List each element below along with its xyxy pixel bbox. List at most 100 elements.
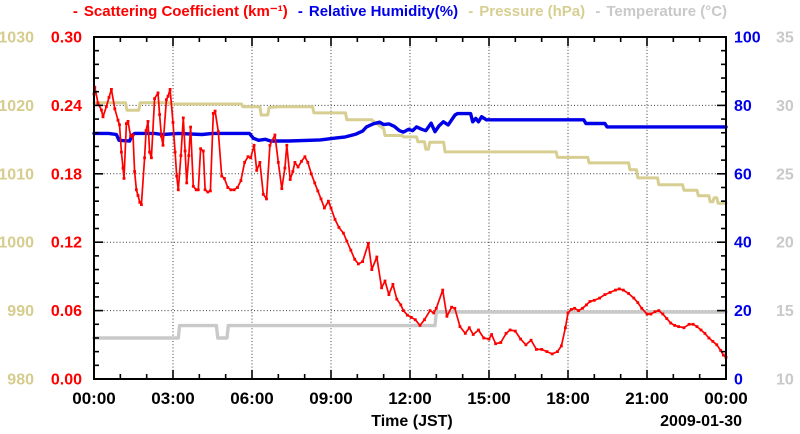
data-point-marker <box>645 312 649 316</box>
data-point-marker <box>293 161 297 164</box>
data-point-marker <box>402 309 405 312</box>
humidity-tick-label: 100 <box>734 30 761 47</box>
data-point-marker <box>467 326 471 330</box>
data-point-marker <box>296 165 300 169</box>
data-point-marker <box>105 105 108 108</box>
data-point-marker <box>719 349 723 352</box>
x-tick-label: 03:00 <box>151 389 194 408</box>
data-point-marker <box>494 342 497 346</box>
data-point-marker <box>337 226 341 229</box>
x-tick-label: 09:00 <box>309 389 352 408</box>
data-point-marker <box>598 296 601 300</box>
data-point-marker <box>187 154 191 157</box>
data-point-marker <box>573 306 576 310</box>
legend-dash: - <box>468 3 474 20</box>
data-point-marker <box>229 188 233 192</box>
data-point-marker <box>216 130 220 133</box>
data-point-marker <box>560 344 563 348</box>
series-line-scattering <box>93 86 727 359</box>
data-point-marker <box>699 328 703 332</box>
legend-label: Temperature (°C) <box>606 3 728 20</box>
data-point-marker <box>313 181 317 185</box>
x-axis-title: Time (JST) <box>371 413 453 430</box>
legend-item-temperature: - Temperature (°C) <box>595 3 727 20</box>
legend-item-pressure: - Pressure (hPa) <box>468 3 585 20</box>
legend-dash: - <box>297 3 303 20</box>
data-point-marker <box>258 161 262 164</box>
data-point-marker <box>569 308 573 311</box>
data-point-marker <box>146 120 150 123</box>
data-point-marker <box>370 268 374 271</box>
data-point-marker <box>220 174 224 178</box>
data-point-marker <box>199 147 202 151</box>
data-point-marker <box>653 310 657 314</box>
data-point-marker <box>413 318 417 322</box>
data-point-marker <box>288 178 292 181</box>
data-point-marker <box>471 333 475 336</box>
data-point-marker <box>617 287 621 291</box>
data-point-marker <box>131 133 135 137</box>
data-point-marker <box>252 143 256 147</box>
data-point-marker <box>300 159 303 163</box>
data-point-marker <box>432 311 436 315</box>
data-point-marker <box>458 325 462 328</box>
data-point-marker <box>206 190 210 194</box>
data-point-marker <box>564 326 567 330</box>
data-point-marker <box>136 194 140 197</box>
scattering-tick-label: 0.24 <box>51 98 82 115</box>
series-line-temperature <box>92 310 728 340</box>
data-point-marker <box>280 187 284 190</box>
data-point-marker <box>540 348 544 351</box>
data-point-marker <box>585 303 588 307</box>
temperature-tick-label: 15 <box>776 303 794 320</box>
data-point-marker <box>168 88 172 91</box>
data-point-marker <box>463 332 467 335</box>
legend-label: Pressure (hPa) <box>479 3 586 20</box>
data-point-marker <box>140 203 143 206</box>
x-tick-label: 06:00 <box>230 389 273 408</box>
data-point-marker <box>148 150 151 154</box>
data-point-marker <box>129 134 132 138</box>
data-point-marker <box>196 188 200 192</box>
data-point-marker <box>138 200 142 204</box>
data-point-marker <box>345 239 349 243</box>
scattering-tick-label: 0.30 <box>51 30 82 47</box>
axis-tick-labels: 98099010001010102010300.000.060.120.180.… <box>0 30 794 409</box>
data-point-marker <box>349 248 353 252</box>
series-markers-scattering <box>92 85 728 359</box>
data-point-marker <box>194 188 198 192</box>
data-point-marker <box>556 350 559 353</box>
data-point-marker <box>361 260 364 263</box>
data-point-marker <box>508 328 512 332</box>
data-point-marker <box>441 288 445 292</box>
data-point-marker <box>243 161 246 164</box>
data-point-marker <box>144 129 148 132</box>
data-point-marker <box>487 337 491 341</box>
data-point-marker <box>181 116 185 120</box>
data-point-marker <box>176 188 180 192</box>
temperature-tick-label: 10 <box>776 372 794 389</box>
data-point-marker <box>418 324 422 327</box>
data-point-marker <box>291 170 295 173</box>
x-tick-label: 12:00 <box>388 389 431 408</box>
x-tick-label: 15:00 <box>467 389 510 408</box>
data-point-marker <box>603 293 607 296</box>
temperature-tick-label: 35 <box>776 30 794 47</box>
pressure-tick-label: 1030 <box>0 30 34 47</box>
legend-dash: - <box>595 3 601 20</box>
data-point-marker <box>588 300 592 303</box>
humidity-tick-label: 60 <box>734 166 752 183</box>
data-point-marker <box>715 343 719 347</box>
humidity-tick-label: 20 <box>734 303 752 320</box>
series-line-humidity <box>92 111 728 143</box>
humidity-tick-label: 0 <box>734 372 743 389</box>
data-point-marker <box>116 118 120 122</box>
data-point-marker <box>165 98 168 102</box>
data-point-marker <box>395 297 399 301</box>
data-point-marker <box>707 336 711 340</box>
data-point-marker <box>661 312 665 316</box>
scattering-tick-label: 0.12 <box>51 235 82 252</box>
data-point-marker <box>255 169 259 172</box>
